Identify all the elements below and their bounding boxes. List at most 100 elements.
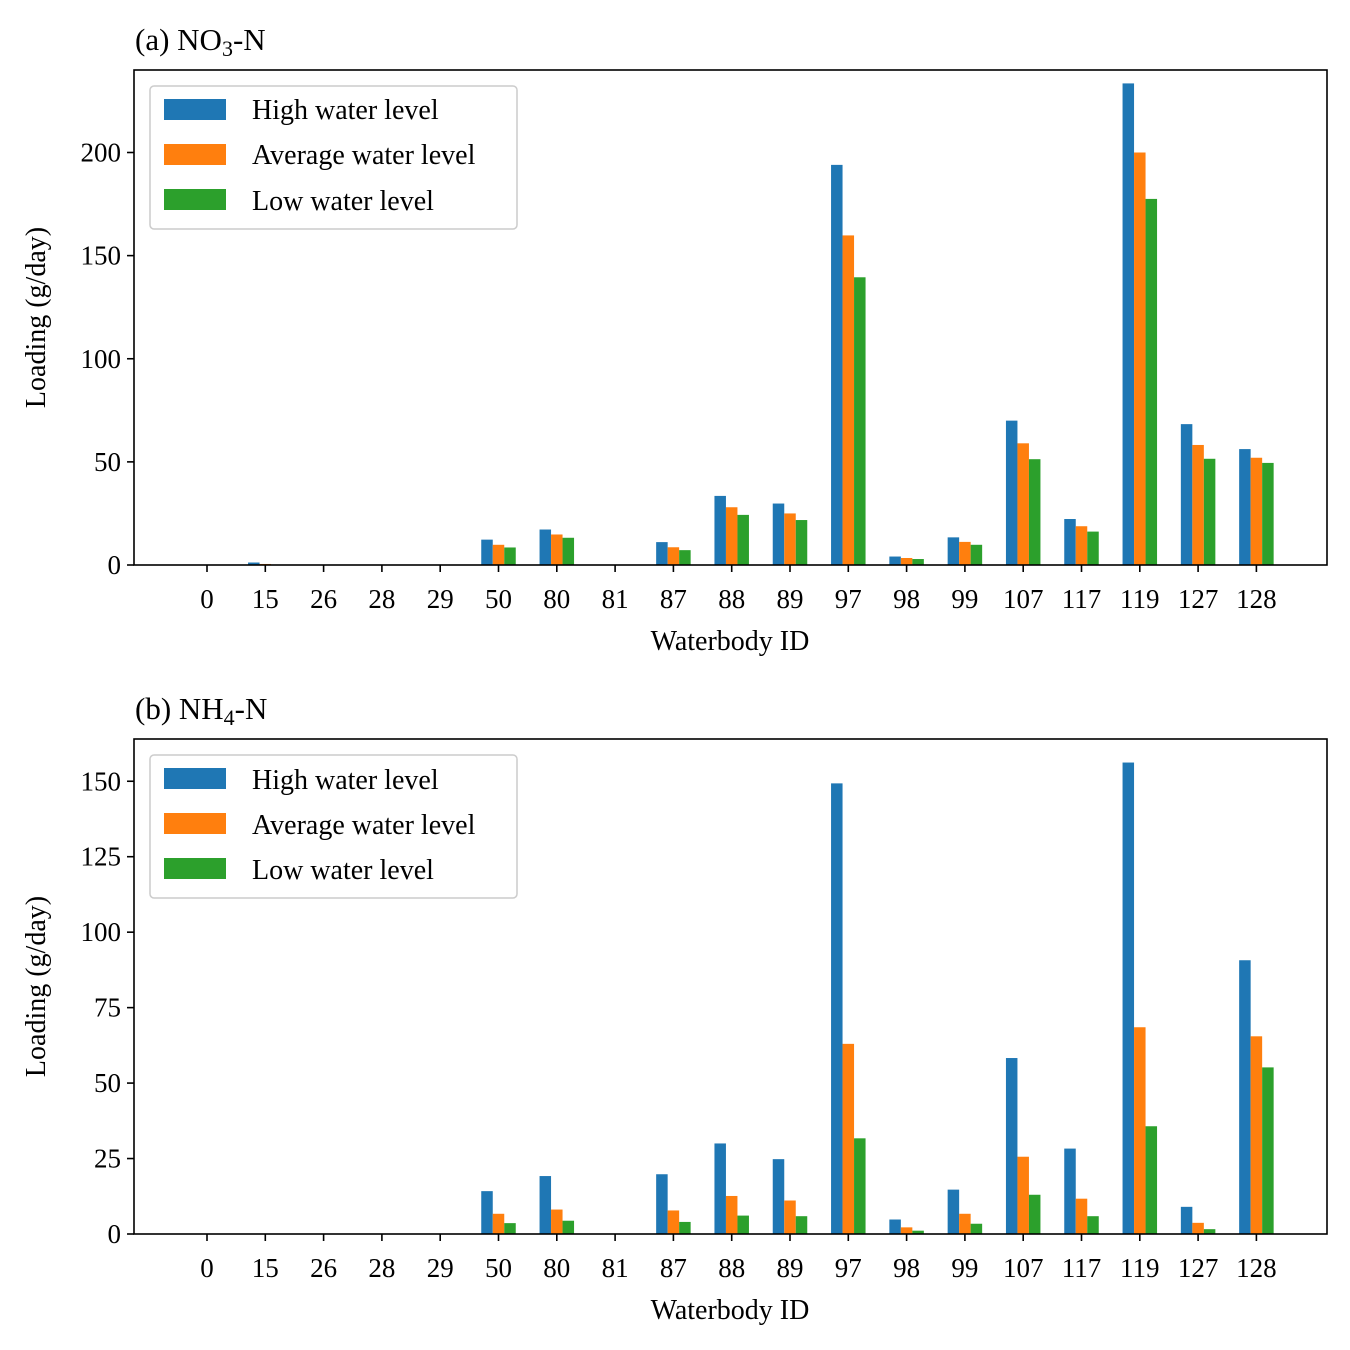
y-tick-label: 100	[81, 344, 122, 374]
bars-layer	[248, 83, 1274, 566]
x-tick-label: 128	[1236, 1253, 1277, 1283]
bar-average-97	[842, 1043, 855, 1234]
bar-low-98	[912, 1230, 924, 1234]
x-tick-label: 29	[427, 584, 454, 614]
x-tick-label: 98	[893, 1253, 920, 1283]
bar-high-80	[539, 529, 552, 565]
y-tick-label: 150	[81, 241, 122, 271]
y-axis-ticks: 0 50 100 150 200	[81, 138, 134, 580]
plot-frame	[133, 738, 1328, 1235]
bar-average-88	[725, 1195, 738, 1234]
x-tick-label: 87	[660, 1253, 687, 1283]
bars-layer	[481, 762, 1274, 1234]
y-tick-label: 125	[81, 842, 122, 872]
bar-average-119	[1134, 1027, 1146, 1234]
bar-average-87	[667, 547, 680, 565]
chart-panel-a: (a) NO3-N 0 50 100 150 200 0 15 26 28 29 50 80 81 87…	[21, 22, 1328, 657]
x-tick-label: 107	[1003, 1253, 1044, 1283]
x-tick-label: 28	[368, 1253, 395, 1283]
bar-average-89	[784, 513, 796, 565]
bar-average-50	[492, 1213, 505, 1234]
x-tick-label: 50	[485, 1253, 512, 1283]
bar-low-98	[912, 559, 924, 565]
x-tick-label: 0	[200, 1253, 214, 1283]
bar-low-99	[970, 544, 983, 565]
legend-label-low: Low water level	[252, 186, 434, 217]
legend: High water level Average water level Low…	[149, 754, 518, 899]
legend-label-low: Low water level	[252, 855, 434, 886]
bar-average-87	[667, 1210, 680, 1234]
bar-high-97	[831, 783, 843, 1234]
bar-low-88	[737, 1215, 749, 1234]
x-tick-label: 81	[602, 584, 629, 614]
bar-average-107	[1017, 1156, 1029, 1234]
bar-low-119	[1145, 1126, 1158, 1234]
bar-high-127	[1180, 1206, 1193, 1234]
bar-high-99	[947, 1189, 960, 1234]
legend-label-high: High water level	[252, 765, 439, 796]
legend-frame	[149, 85, 518, 230]
x-tick-label: 0	[200, 584, 214, 614]
bar-average-80	[551, 1209, 563, 1234]
x-tick-label: 80	[543, 1253, 570, 1283]
bar-low-107	[1028, 1194, 1041, 1234]
bar-low-127	[1203, 1229, 1216, 1234]
x-tick-label: 87	[660, 584, 687, 614]
bar-high-99	[947, 537, 960, 565]
bar-high-98	[889, 556, 901, 565]
bar-high-127	[1180, 424, 1193, 565]
bar-high-119	[1122, 83, 1135, 565]
legend-label-high: High water level	[252, 95, 439, 126]
bar-low-97	[854, 1138, 866, 1234]
x-tick-label: 97	[835, 584, 862, 614]
x-tick-label: 99	[951, 1253, 978, 1283]
x-tick-label: 98	[893, 584, 920, 614]
x-axis-label: Waterbody ID	[651, 626, 810, 657]
bar-average-97	[842, 235, 855, 565]
bar-low-87	[679, 1221, 691, 1234]
bar-high-15	[248, 562, 260, 565]
x-tick-label: 89	[777, 584, 804, 614]
bar-average-98	[900, 1227, 913, 1234]
x-tick-label: 119	[1120, 1253, 1160, 1283]
bar-low-128	[1262, 1067, 1274, 1234]
bar-average-99	[959, 1213, 971, 1234]
bar-average-89	[784, 1200, 796, 1234]
y-axis-label: Loading (g/day)	[21, 227, 52, 408]
bar-average-127	[1192, 1222, 1204, 1234]
bar-low-117	[1087, 1216, 1099, 1234]
bar-average-107	[1017, 443, 1029, 565]
y-tick-label: 200	[81, 138, 122, 168]
bar-average-99	[959, 541, 971, 565]
y-tick-label: 100	[81, 917, 122, 947]
bar-average-98	[900, 557, 913, 565]
bar-low-99	[970, 1223, 983, 1234]
chart-title: (b) NH4-N	[135, 691, 267, 730]
bar-high-98	[889, 1219, 901, 1234]
x-tick-label: 127	[1178, 584, 1219, 614]
x-tick-label: 88	[718, 584, 745, 614]
bar-low-107	[1028, 459, 1041, 565]
x-tick-label: 107	[1003, 584, 1044, 614]
x-tick-label: 127	[1178, 1253, 1219, 1283]
legend-swatch-low	[164, 189, 226, 210]
bar-average-128	[1250, 457, 1263, 565]
x-tick-label: 15	[252, 1253, 279, 1283]
bar-low-119	[1145, 198, 1158, 565]
bar-low-80	[562, 1220, 575, 1234]
x-tick-label: 28	[368, 584, 395, 614]
x-tick-label: 26	[310, 584, 337, 614]
bar-average-119	[1134, 152, 1146, 565]
x-axis-ticks: 0 15 26 28 29 50 80 81 87 88 89 97 98 99 107 117 119 127 1…	[200, 565, 1277, 614]
bar-low-50	[504, 547, 516, 565]
bar-high-87	[656, 1174, 668, 1234]
y-tick-label: 50	[94, 447, 121, 477]
bar-high-88	[714, 1143, 726, 1234]
bar-high-117	[1064, 519, 1076, 565]
bar-average-88	[725, 507, 738, 565]
x-tick-label: 26	[310, 1253, 337, 1283]
x-axis-label: Waterbody ID	[651, 1295, 810, 1326]
bar-average-50	[492, 544, 505, 565]
bar-high-119	[1122, 762, 1135, 1234]
